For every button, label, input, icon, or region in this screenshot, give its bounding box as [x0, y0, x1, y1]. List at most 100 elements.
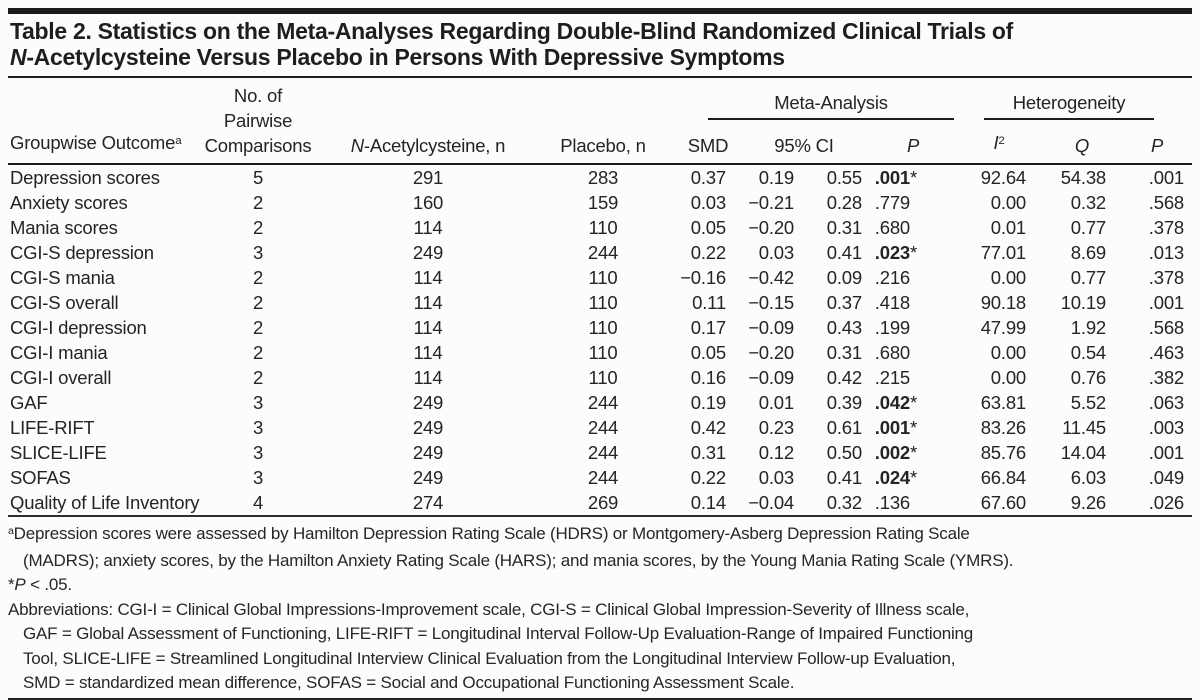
significance-p: P	[14, 575, 26, 594]
p-value: .001	[874, 417, 911, 438]
cell-nac_n: 114	[413, 342, 443, 363]
cell-i2: 0.00	[990, 192, 1027, 213]
p-value: .215	[874, 367, 911, 388]
cell-smd: −0.16	[680, 267, 726, 288]
cell-nac_n: 114	[413, 267, 443, 288]
bottom-rule	[8, 697, 1192, 700]
cell-i2: 63.81	[980, 392, 1027, 413]
cell-q: 0.76	[1070, 367, 1107, 388]
cell-comparisons: 2	[252, 292, 264, 313]
table-row: Depression scores 5 291 283 0.37 0.19 0.55 .001…	[8, 164, 1192, 190]
footnote-a: aDepression scores were assessed by Hami…	[8, 522, 1192, 573]
group-header-row: Groupwise Outcomea No. of Pairwise Compari…	[8, 78, 1192, 165]
table-row: CGI-S overall 2 114 110 0.11 −0.15 0.37 .418 90.…	[8, 290, 1192, 315]
cell-i2: 83.26	[980, 417, 1027, 438]
cell-i2: 90.18	[980, 292, 1027, 313]
cell-p: .002*	[874, 442, 918, 463]
col-header-ci: 95% CI	[738, 124, 870, 166]
table-row: CGI-I depression 2 114 110 0.17 −0.09 0.43 .199…	[8, 315, 1192, 340]
col-header-nac: N-Acetylcysteine, n	[328, 78, 528, 165]
cell-ci_low: −0.09	[748, 367, 794, 388]
cell-outcome: CGI-I mania	[10, 342, 108, 363]
footnotes: aDepression scores were assessed by Hami…	[8, 517, 1192, 698]
cell-comparisons: 2	[252, 342, 264, 363]
p-value: .002	[874, 442, 911, 463]
cell-nac_n: 249	[412, 442, 444, 463]
meta-analysis-label: Meta-Analysis	[774, 91, 888, 113]
stats-table: Groupwise Outcomea No. of Pairwise Compari…	[8, 78, 1193, 517]
nac-italic-n: N	[350, 135, 364, 156]
table-row: LIFE-RIFT 3 249 244 0.42 0.23 0.61 .001* 83.26 11…	[8, 415, 1192, 440]
cell-placebo_n: 244	[587, 417, 619, 438]
cell-p_het: .568	[1148, 317, 1185, 338]
cell-p: .042*	[874, 392, 918, 413]
significance-star: *	[8, 575, 15, 594]
cell-nac_n: 249	[412, 467, 444, 488]
cell-placebo_n: 269	[528, 490, 678, 517]
cell-i2: 47.99	[980, 317, 1027, 338]
cell-nac_n: 114	[413, 317, 443, 338]
cell-smd: 0.11	[692, 292, 726, 313]
comparisons-line3: Comparisons	[204, 135, 312, 156]
p-meta-label: P	[906, 135, 920, 156]
cell-i2: 67.60	[956, 490, 1043, 517]
cell-ci_high: 0.41	[826, 242, 862, 263]
footnote-a-text: Depression scores were assessed by Hamil…	[13, 524, 1014, 570]
cell-nac_n: 160	[412, 192, 444, 213]
cell-ci_low: 0.12	[758, 442, 794, 463]
p-value: .042	[874, 392, 911, 413]
cell-p_het: .378	[1148, 267, 1185, 288]
p-value: .680	[874, 217, 911, 238]
cell-ci_low: −0.15	[748, 292, 794, 313]
cell-ci_high: 0.32	[810, 490, 870, 517]
table-row: Anxiety scores 2 160 159 0.03 −0.21 0.28 .779 0.…	[8, 190, 1192, 215]
cell-nac_n: 274	[328, 490, 528, 517]
footnote-abbreviations: Abbreviations: CGI-I = Clinical Global I…	[8, 598, 1192, 696]
cell-ci_high: 0.55	[826, 167, 862, 188]
abbreviations-text: Abbreviations: CGI-I = Clinical Global I…	[8, 599, 974, 693]
cell-i2: 85.76	[980, 442, 1027, 463]
cell-ci_high: 0.31	[826, 217, 862, 238]
cell-outcome: Anxiety scores	[10, 192, 128, 213]
cell-ci_high: 0.37	[826, 292, 862, 313]
table-row: CGI-I mania 2 114 110 0.05 −0.20 0.31 .680 0.00 0…	[8, 340, 1192, 365]
cell-q: 10.19	[1060, 292, 1107, 313]
cell-placebo_n: 110	[588, 367, 618, 388]
cell-ci_high: 0.42	[826, 367, 862, 388]
outcome-header-footnote-marker: a	[175, 134, 182, 147]
table-body: Depression scores 5 291 283 0.37 0.19 0.55 .001…	[8, 164, 1193, 517]
cell-nac_n: 249	[412, 242, 444, 263]
cell-p: .001*	[874, 417, 918, 438]
cell-p: .680	[870, 215, 956, 240]
cell-q: 0.77	[1070, 267, 1107, 288]
i2-italic-i: I	[993, 132, 999, 153]
cell-ci_low: 0.03	[758, 467, 794, 488]
cell-placebo_n: 110	[588, 342, 618, 363]
cell-smd: 0.16	[690, 367, 726, 388]
cell-i2: 0.01	[990, 217, 1027, 238]
cell-smd: 0.17	[690, 317, 726, 338]
cell-outcome: Mania scores	[10, 217, 118, 238]
cell-smd: 0.14	[678, 490, 738, 517]
cell-placebo_n: 244	[587, 467, 619, 488]
p-value: .216	[874, 267, 911, 288]
cell-comparisons: 3	[252, 417, 264, 438]
footnote-a-marker: a	[8, 525, 14, 538]
cell-p: .136	[870, 490, 957, 517]
cell-smd: 0.03	[690, 192, 726, 213]
cell-q: 9.26	[1042, 490, 1123, 517]
comparisons-line2: Pairwise	[223, 110, 293, 131]
cell-i2: 0.00	[990, 367, 1027, 388]
cell-p_het: .063	[1148, 392, 1185, 413]
table-header: Groupwise Outcomea No. of Pairwise Compari…	[8, 78, 1193, 166]
cell-smd: 0.22	[690, 467, 726, 488]
cell-nac_n: 114	[413, 367, 443, 388]
cell-placebo_n: 159	[587, 192, 619, 213]
cell-nac_n: 249	[412, 392, 444, 413]
cell-outcome: CGI-S overall	[10, 292, 119, 313]
cell-comparisons: 3	[252, 392, 264, 413]
cell-outcome: CGI-S mania	[10, 267, 115, 288]
cell-q: 1.92	[1070, 317, 1107, 338]
outcome-header-label: Groupwise Outcome	[10, 132, 176, 153]
p-value: .680	[874, 342, 911, 363]
